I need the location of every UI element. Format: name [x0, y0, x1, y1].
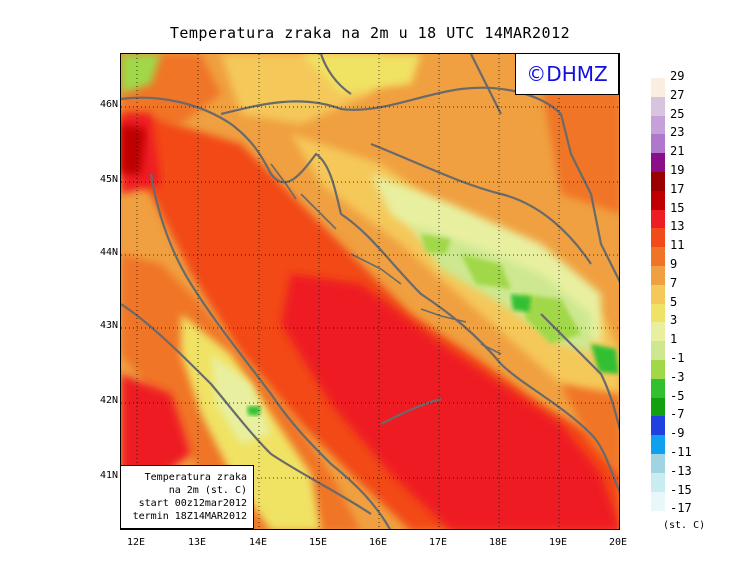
legend-label: -1 — [670, 351, 685, 365]
legend-label: -17 — [670, 501, 692, 516]
legend-swatch — [651, 172, 665, 191]
legend-label: 19 — [670, 163, 685, 177]
legend-swatch — [651, 153, 665, 173]
legend-swatch — [651, 397, 665, 417]
lon-label-18e: 18E — [488, 537, 508, 548]
lat-label-45n: 45N — [99, 174, 118, 185]
legend-swatch — [651, 435, 665, 455]
legend-label: -13 — [670, 463, 692, 478]
legend-swatch — [651, 78, 665, 97]
lon-label-14e: 14E — [248, 537, 268, 548]
info-line-3: start 00z12mar2012 — [138, 498, 247, 509]
legend-label: 1 — [670, 332, 678, 347]
legend-swatch — [651, 378, 665, 398]
lon-label-19e: 19E — [548, 537, 568, 548]
legend-swatch — [651, 284, 665, 304]
legend-label: 29 — [670, 69, 685, 83]
legend-swatch — [651, 322, 665, 342]
legend-label: -15 — [670, 482, 692, 497]
lon-label-17e: 17E — [428, 537, 448, 548]
legend-label: -9 — [670, 426, 685, 441]
legend-swatch — [651, 360, 665, 379]
legend-label: 7 — [670, 275, 678, 290]
legend-label: 27 — [670, 87, 685, 102]
legend-label: 23 — [670, 125, 685, 140]
info-line-4: termin 18Z14MAR2012 — [132, 511, 247, 522]
legend-swatch — [651, 266, 665, 285]
lon-label-15e: 15E — [308, 537, 328, 548]
legend-label: 13 — [670, 219, 685, 234]
legend-swatch — [651, 96, 665, 116]
lat-label-43n: 43N — [99, 320, 118, 331]
lat-label-44n: 44N — [99, 247, 118, 258]
temperature-map — [120, 53, 620, 530]
legend-swatch — [651, 491, 665, 511]
lon-label-13e: 13E — [187, 537, 207, 548]
info-line-2: na 2m (st. C) — [168, 485, 247, 496]
legend-swatch — [651, 341, 665, 361]
legend-swatch — [651, 303, 665, 323]
legend-swatch — [651, 115, 665, 135]
legend-swatch — [651, 472, 665, 492]
info-line-1: Temperatura zraka — [144, 472, 247, 483]
legend-swatch — [651, 454, 665, 473]
legend-label: 17 — [670, 181, 685, 196]
legend-swatch — [651, 228, 665, 248]
legend-swatch — [651, 209, 665, 229]
info-box: Temperatura zraka na 2m (st. C) start 00… — [120, 465, 254, 529]
lon-label-16e: 16E — [368, 537, 388, 548]
map-title: Temperatura zraka na 2m u 18 UTC 14MAR20… — [169, 24, 571, 42]
legend-label: 11 — [670, 238, 685, 253]
legend-label: -11 — [670, 445, 692, 459]
legend-units: (st. C) — [663, 520, 706, 531]
legend-label: -5 — [670, 388, 685, 403]
legend-label: 5 — [670, 294, 678, 309]
legend-swatch — [651, 416, 665, 436]
legend-label: 21 — [670, 144, 685, 159]
temperature-field — [121, 54, 619, 529]
legend-label: 3 — [670, 313, 678, 328]
dhmz-logo: ©DHMZ — [515, 53, 619, 95]
legend-swatch — [651, 134, 665, 154]
legend-label: -7 — [670, 407, 685, 422]
legend-label: 15 — [670, 200, 685, 215]
lat-label-46n: 46N — [99, 99, 118, 110]
legend-swatch — [651, 190, 665, 210]
lon-label-12e: 12E — [126, 537, 146, 548]
lat-label-41n: 41N — [99, 470, 118, 481]
legend-label: -3 — [670, 369, 685, 384]
lat-label-42n: 42N — [99, 395, 118, 406]
legend-label: 9 — [670, 257, 678, 271]
lon-label-20e: 20E — [608, 537, 628, 548]
legend-label: 25 — [670, 106, 685, 121]
legend-swatch — [651, 247, 665, 267]
